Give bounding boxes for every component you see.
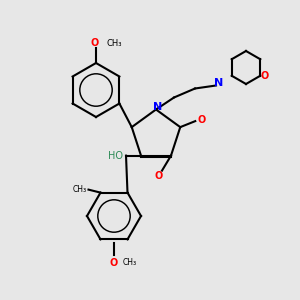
Text: CH₃: CH₃ — [106, 39, 122, 48]
Text: O: O — [90, 38, 99, 49]
Text: N: N — [214, 77, 224, 88]
Text: CH₃: CH₃ — [123, 258, 137, 267]
Text: O: O — [155, 171, 163, 181]
Text: O: O — [110, 257, 118, 268]
Text: O: O — [261, 71, 269, 81]
Text: HO: HO — [108, 151, 123, 160]
Text: N: N — [153, 101, 162, 112]
Text: CH₃: CH₃ — [72, 185, 87, 194]
Text: O: O — [197, 115, 206, 124]
